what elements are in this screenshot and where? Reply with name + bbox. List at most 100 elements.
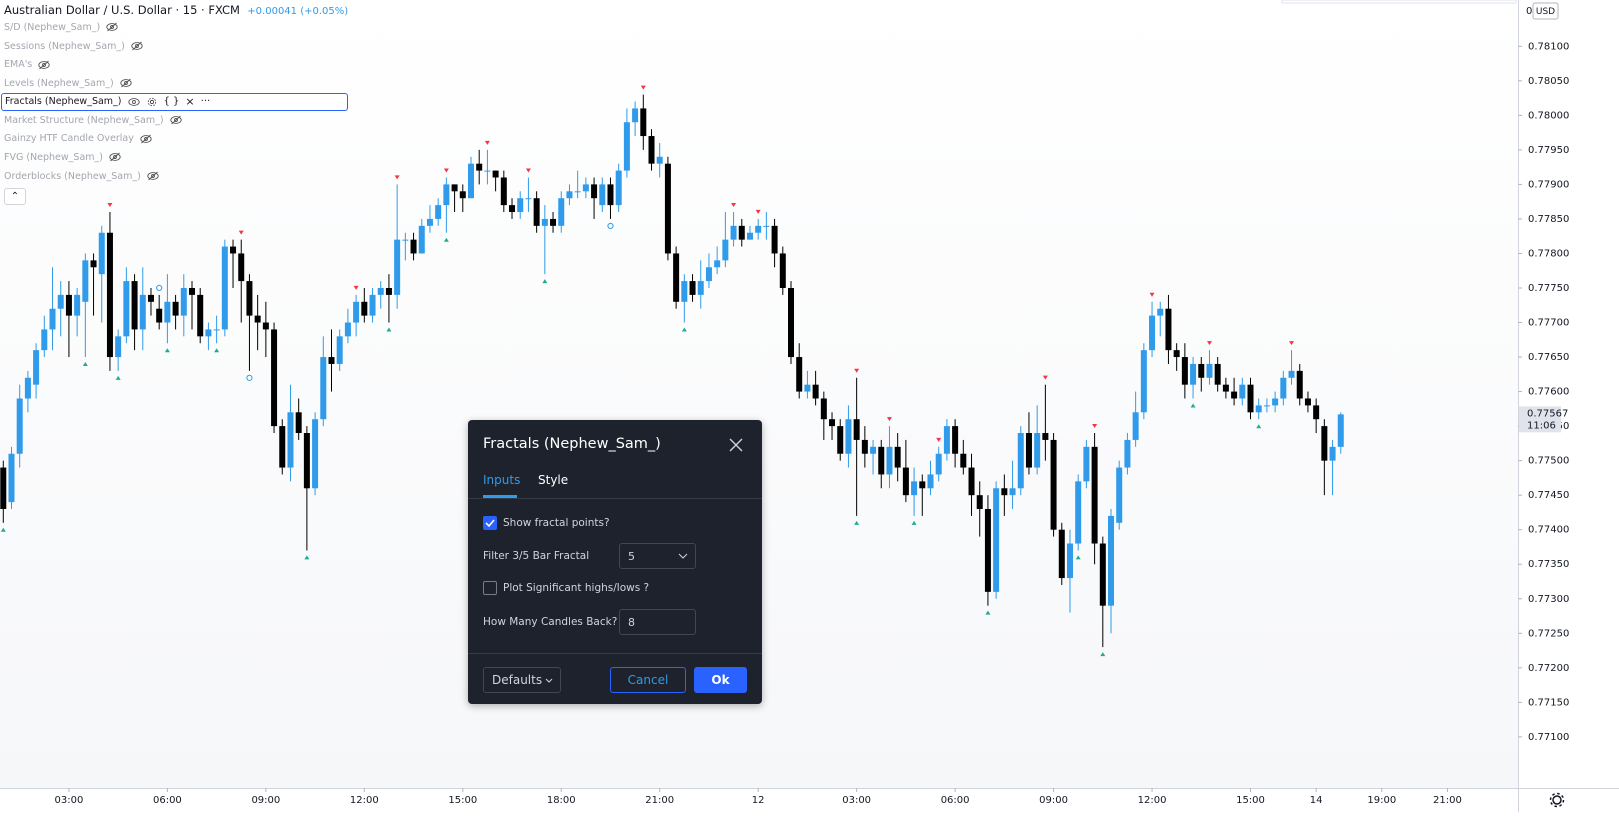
settings-icon[interactable] — [1549, 792, 1565, 808]
fractal-low — [911, 520, 917, 525]
select[interactable]: 5 — [619, 543, 696, 569]
fractal-high — [107, 203, 113, 208]
checkbox[interactable] — [483, 581, 497, 595]
candle-body — [664, 163, 671, 254]
candle-body — [673, 253, 680, 302]
fractal-low — [443, 237, 449, 242]
fractal-high — [1092, 424, 1098, 429]
cancel-button[interactable]: Cancel — [610, 667, 686, 693]
fractal-high — [1149, 292, 1155, 297]
tab-inputs[interactable]: Inputs — [483, 473, 521, 487]
change: +0.00041 (+0.05%) — [247, 6, 349, 17]
tab-style[interactable]: Style — [538, 473, 569, 487]
visibility-icon[interactable] — [109, 152, 121, 162]
visibility-icon[interactable] — [140, 134, 152, 144]
visibility-icon[interactable] — [38, 60, 50, 70]
x-tick-label: 06:00 — [941, 795, 970, 806]
visibility-icon[interactable] — [131, 41, 143, 51]
candle-body — [640, 108, 647, 137]
indicator-row[interactable]: FVG (Nephew_Sam_) — [4, 148, 348, 167]
candle-body — [426, 218, 433, 226]
candle-body — [1321, 426, 1328, 461]
currency-box[interactable] — [1532, 2, 1559, 20]
indicator-row[interactable]: Fractals (Nephew_Sam_) { } × ··· — [1, 92, 349, 111]
indicator-row[interactable]: Orderblocks (Nephew_Sam_) — [4, 167, 348, 186]
ok-button[interactable]: Ok — [694, 667, 747, 693]
number-input[interactable]: 8 — [619, 609, 696, 635]
indicator-row[interactable]: S/D (Nephew_Sam_) — [4, 18, 348, 37]
candle-body — [16, 398, 23, 454]
y-tick-label: 0.77800 — [1528, 248, 1569, 259]
candle-body — [861, 439, 868, 454]
candle-body — [911, 481, 918, 496]
candle-body — [500, 177, 507, 206]
candle-body — [476, 163, 483, 171]
candle-body — [1001, 488, 1008, 496]
candle-body — [705, 267, 712, 282]
candle-body — [377, 287, 384, 295]
visibility-icon[interactable] — [169, 115, 182, 125]
indicator-name: Market Structure (Nephew_Sam_) — [4, 114, 164, 126]
remove-icon[interactable]: × — [185, 95, 195, 109]
candle-body — [878, 446, 885, 475]
indicator-row[interactable]: Levels (Nephew_Sam_) — [4, 74, 348, 93]
fractal-low — [681, 327, 687, 332]
candle-body — [123, 281, 130, 337]
candle-body — [410, 239, 417, 254]
candle-body — [230, 246, 237, 254]
divider — [468, 653, 762, 654]
fractal-high — [640, 85, 646, 90]
more-icon[interactable]: ··· — [200, 96, 211, 108]
button-label: Ok — [711, 673, 730, 687]
visibility-icon[interactable] — [120, 78, 132, 88]
button-label: Defaults — [492, 673, 543, 687]
settings-icon[interactable] — [146, 97, 158, 107]
y-tick-label: 0.77950 — [1528, 145, 1569, 156]
candle-body — [213, 329, 220, 331]
close-button[interactable] — [729, 438, 743, 452]
candle-body — [1206, 363, 1213, 378]
currency[interactable]: USD — [1536, 7, 1555, 17]
candle-body — [1296, 370, 1303, 399]
indicator-row[interactable]: Sessions (Nephew_Sam_) — [4, 37, 348, 56]
candle-body — [312, 419, 319, 489]
candle-body — [1173, 350, 1180, 358]
indicator-row[interactable]: EMA's — [4, 55, 348, 74]
source-icon[interactable]: { } — [163, 96, 180, 108]
candle-body — [796, 357, 803, 392]
indicator-row[interactable]: Market Structure (Nephew_Sam_) — [4, 111, 348, 130]
field-label: Filter 3/5 Bar Fractal — [483, 550, 590, 562]
candle-body — [656, 156, 663, 164]
candle-body — [1083, 446, 1090, 482]
candle-body — [394, 239, 401, 295]
candle-body — [262, 322, 269, 330]
visibility-icon[interactable] — [127, 97, 140, 107]
candle-body — [1263, 405, 1270, 407]
fractal-high — [1042, 375, 1048, 380]
candle-body — [615, 170, 622, 206]
visibility-icon[interactable] — [147, 171, 159, 181]
candle-body — [459, 191, 466, 199]
candle-body — [1337, 414, 1344, 447]
indicator-row[interactable]: Gainzy HTF Candle Overlay — [4, 129, 348, 148]
fractal-high — [443, 168, 449, 173]
fractal-high — [755, 209, 761, 214]
candle-body — [1009, 488, 1016, 496]
candle-body — [1091, 446, 1098, 544]
fractal-high — [484, 140, 490, 145]
visibility-icon[interactable] — [106, 22, 118, 32]
candle-body — [1099, 543, 1106, 606]
collapse-button[interactable]: ⌃ — [4, 187, 26, 205]
candle-body — [180, 287, 187, 316]
fractal-low — [542, 279, 548, 284]
candle-body — [344, 322, 351, 337]
candle-body — [558, 198, 565, 226]
checkbox[interactable] — [483, 516, 497, 530]
candle-body — [804, 384, 811, 392]
indicator-name: FVG (Nephew_Sam_) — [4, 151, 103, 163]
candle-body — [492, 170, 499, 178]
candle-body — [730, 225, 737, 240]
candle-body — [303, 433, 310, 489]
candle-body — [8, 453, 15, 503]
defaults-button[interactable]: Defaults — [483, 667, 561, 693]
